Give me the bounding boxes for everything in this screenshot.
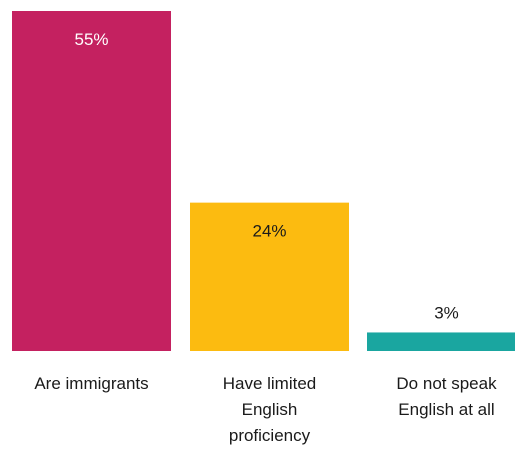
- category-label-line: proficiency: [229, 426, 311, 445]
- category-labels-layer: Are immigrants Have limited English profici…: [34, 374, 497, 445]
- bar-value-label-1: 55%: [74, 30, 108, 49]
- bar-1: [12, 11, 171, 351]
- bar-2: [190, 202, 349, 351]
- bar-value-label-3: 3%: [434, 303, 459, 322]
- bars-layer: [12, 11, 515, 351]
- category-label-2: Have limited English proficiency: [223, 374, 317, 445]
- bar-value-label-2: 24%: [252, 222, 286, 241]
- bar-3: [367, 332, 515, 351]
- category-label-line: Do not speak: [396, 374, 497, 393]
- category-label-line: English: [242, 400, 298, 419]
- category-label-line: Have limited: [223, 374, 317, 393]
- value-labels-layer: 55% 24% 3%: [74, 30, 458, 322]
- category-label-1: Are immigrants: [34, 374, 148, 393]
- category-label-3: Do not speak English at all: [396, 374, 497, 419]
- category-label-line: Are immigrants: [34, 374, 148, 393]
- category-label-line: English at all: [398, 400, 494, 419]
